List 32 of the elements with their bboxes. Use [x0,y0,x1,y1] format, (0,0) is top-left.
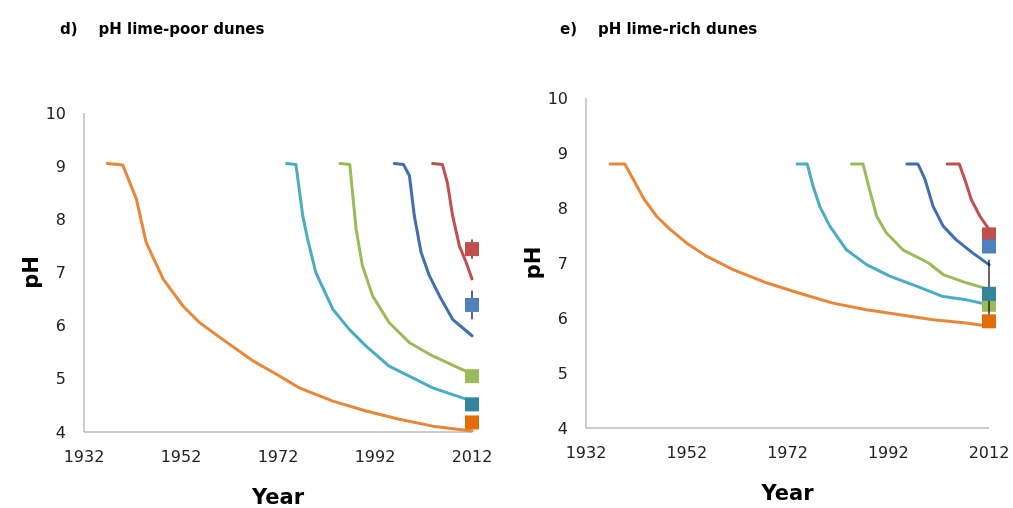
y-tick-label: 8 [55,209,66,229]
y-tick-label: 7 [557,253,568,273]
y-tick-label: 8 [557,198,568,218]
x-tick-label: 1952 [160,447,202,466]
y-axis-title: pH [19,256,43,289]
chart-title: e) pH lime-rich dunes [560,20,758,38]
y-axis-title: pH [521,246,545,280]
y-tick-label: 9 [557,143,568,163]
x-axis-title: Year [250,485,305,508]
y-tick-label: 6 [55,316,66,336]
y-tick-label: 4 [55,422,66,442]
x-tick-label: 1992 [354,447,396,466]
y-tick-label: 5 [55,369,66,389]
x-tick-label: 1972 [257,447,299,466]
x-tick-label: 1932 [63,447,105,466]
y-tick-label: 10 [45,103,66,123]
y-tick-label: 4 [557,418,568,438]
line-series [392,162,474,338]
x-tick-label: 2012 [968,443,1010,462]
x-tick-label: 1992 [867,443,909,462]
x-tick-label: 1932 [565,443,607,462]
y-tick-label: 9 [55,156,66,176]
line-series [905,162,991,267]
y-tick-label: 5 [557,363,568,383]
x-tick-label: 1952 [666,443,708,462]
x-tick-label: 1972 [767,443,808,462]
x-axis-title: Year [760,481,815,505]
y-tick-label: 7 [55,263,66,283]
chart-title: d) pH lime-poor dunes [60,20,265,38]
y-tick-label: 6 [557,308,568,328]
y-tick-label: 10 [547,88,568,108]
x-tick-label: 2012 [451,447,493,466]
